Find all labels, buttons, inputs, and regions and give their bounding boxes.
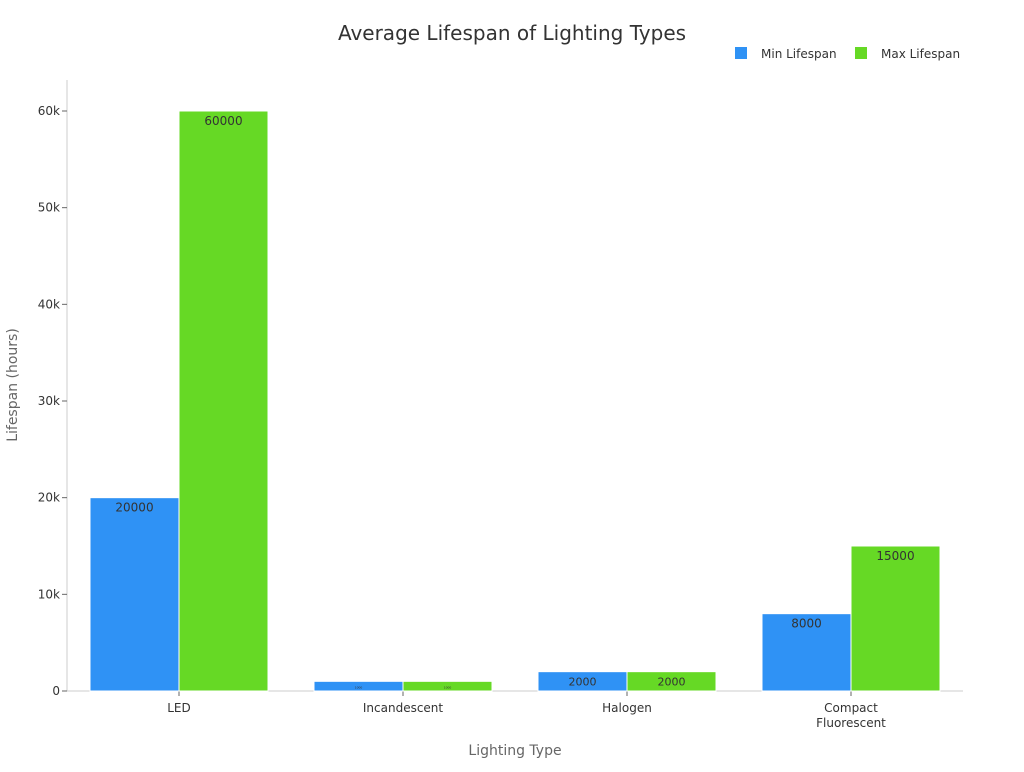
chart-title: Average Lifespan of Lighting Types [338, 21, 686, 45]
data-label: 2000 [569, 676, 597, 689]
legend-swatch [735, 47, 747, 59]
data-label: 60000 [204, 114, 242, 128]
y-tick-label: 40k [38, 297, 60, 311]
y-tick-label: 50k [38, 201, 60, 215]
x-tick-label: LED [167, 701, 191, 715]
data-label: 20000 [115, 501, 153, 515]
y-tick-label: 20k [38, 491, 60, 505]
bar-max-lifespan [178, 110, 269, 692]
data-label: 1000 [444, 685, 452, 689]
x-tick-label: Compact Fluorescent [816, 701, 886, 730]
legend-swatch [855, 47, 867, 59]
data-label: 1000 [355, 685, 363, 689]
legend-label: Min Lifespan [761, 47, 837, 61]
bar-min-lifespan [89, 497, 180, 692]
x-tick-label: Halogen [602, 701, 652, 715]
data-label: 8000 [791, 617, 822, 631]
data-label: 2000 [658, 676, 686, 689]
bar-max-lifespan [626, 671, 717, 692]
bar-max-lifespan [402, 680, 493, 692]
x-axis-label: Lighting Type [468, 743, 561, 759]
bar-min-lifespan [761, 613, 852, 692]
bar-max-lifespan [850, 545, 941, 692]
y-tick-label: 30k [38, 394, 60, 408]
y-tick-label: 10k [38, 587, 60, 601]
data-label: 15000 [876, 549, 914, 563]
legend-label: Max Lifespan [881, 47, 960, 61]
y-tick-label: 0 [52, 684, 60, 698]
x-tick-label: Incandescent [363, 701, 444, 715]
y-tick-label: 60k [38, 104, 60, 118]
y-axis-label: Lifespan (hours) [5, 328, 21, 442]
